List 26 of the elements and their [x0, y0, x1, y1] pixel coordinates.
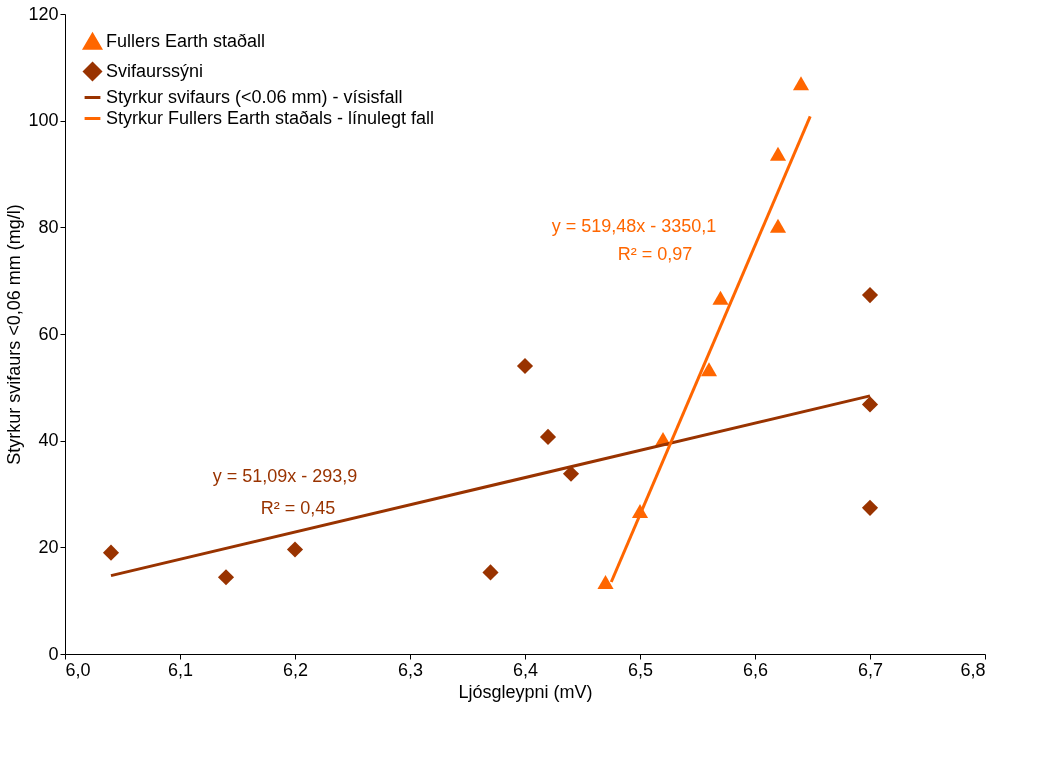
x-tick-label: 6,7	[857, 659, 884, 680]
x-tick-label: 6,8	[960, 659, 986, 680]
y-axis-title: Styrkur svifaurs <0,06 mm (mg/l)	[4, 204, 25, 465]
annotation: y = 51,09x - 293,9	[212, 466, 358, 486]
x-tick-label: 6,4	[512, 659, 539, 680]
x-tick-label: 6,5	[627, 659, 654, 680]
x-tick-label: 6,2	[282, 659, 309, 680]
legend-label: Fullers Earth staðall	[106, 30, 266, 51]
annotation: R² = 0,97	[617, 244, 693, 264]
annotation: R² = 0,45	[260, 498, 336, 518]
y-tick-label: 100	[28, 110, 59, 131]
x-tick-label: 6,3	[397, 659, 424, 680]
x-tick-label: 6,0	[65, 659, 91, 680]
y-tick-label: 60	[38, 323, 59, 344]
y-tick-label: 20	[38, 536, 59, 557]
annotation: y = 519,48x - 3350,1	[551, 216, 717, 236]
x-tick-label: 6,6	[742, 659, 769, 680]
legend-label: Styrkur svifaurs (<0.06 mm) - vísisfall	[106, 86, 403, 107]
x-axis-title: Ljósgleypni (mV)	[458, 681, 593, 702]
legend-label: Svifaurssýni	[106, 60, 204, 81]
y-tick-label: 40	[38, 430, 59, 451]
x-tick-label: 6,1	[167, 659, 194, 680]
y-tick-label: 80	[38, 216, 59, 237]
y-tick-label: 120	[28, 3, 59, 24]
legend-label: Styrkur Fullers Earth staðals - línulegt fall	[106, 107, 435, 128]
y-tick-label: 0	[48, 643, 59, 664]
